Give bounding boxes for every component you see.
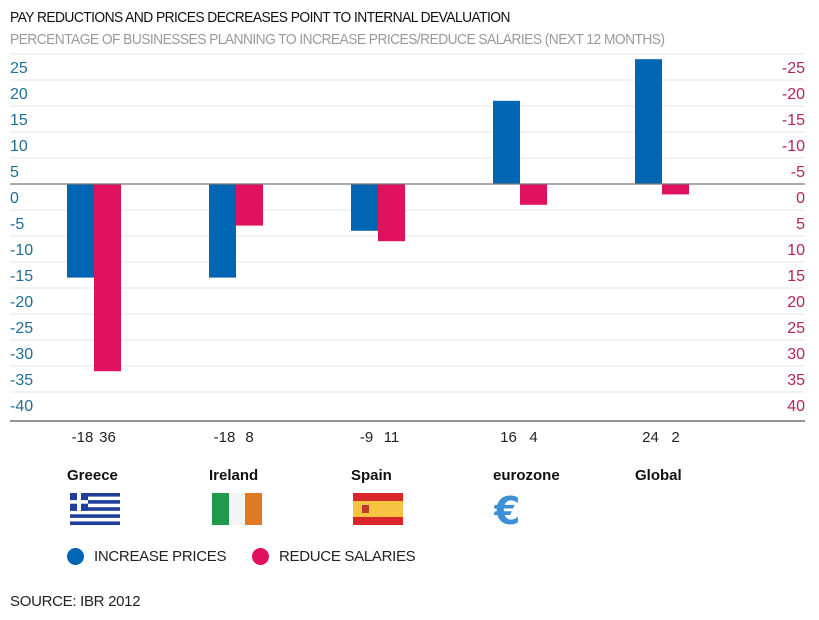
category-label-ireland: Ireland <box>209 467 259 484</box>
right-tick-label: 35 <box>787 372 805 389</box>
legend-item-increase-prices: INCREASE PRICES <box>67 548 227 565</box>
data-label-reduce: 36 <box>99 429 116 446</box>
legend-label: INCREASE PRICES <box>94 548 227 565</box>
left-tick-label: 20 <box>10 86 28 103</box>
source-note: SOURCE: IBR 2012 <box>10 593 141 610</box>
category-label-spain: Spain <box>351 467 392 484</box>
left-tick-label: -40 <box>10 398 33 415</box>
right-tick-label: -5 <box>791 164 805 181</box>
bar-increase-prices <box>493 100 520 184</box>
bar-reduce-salaries <box>520 184 547 205</box>
right-tick-label: 20 <box>787 294 805 311</box>
left-tick-label: -15 <box>10 268 33 285</box>
right-tick-label: 25 <box>787 320 805 337</box>
data-label-increase: -9 <box>360 429 373 446</box>
bar-reduce-salaries <box>662 184 689 195</box>
left-tick-label: 5 <box>10 164 19 181</box>
bar-reduce-salaries <box>94 184 121 372</box>
data-label-increase: 16 <box>500 429 517 446</box>
right-tick-label: 10 <box>787 242 805 259</box>
svg-text:€: € <box>494 493 520 525</box>
category-label-eurozone: eurozone <box>493 467 560 484</box>
left-tick-label: -10 <box>10 242 33 259</box>
data-label-reduce: 4 <box>529 429 537 446</box>
data-label-reduce: 8 <box>245 429 253 446</box>
left-tick-label: -35 <box>10 372 33 389</box>
data-label-increase: 24 <box>642 429 659 446</box>
right-tick-label: -15 <box>782 112 805 129</box>
data-label-increase: -18 <box>214 429 236 446</box>
right-tick-label: -10 <box>782 138 805 155</box>
left-tick-label: -30 <box>10 346 33 363</box>
bar-increase-prices <box>67 184 94 278</box>
data-label-increase: -18 <box>72 429 94 446</box>
category-label-greece: Greece <box>67 467 118 484</box>
legend-label: REDUCE SALARIES <box>279 548 416 565</box>
bar-reduce-salaries <box>378 184 405 242</box>
left-tick-label: 25 <box>10 60 28 77</box>
legend-item-reduce-salaries: REDUCE SALARIES <box>252 548 416 565</box>
bar-increase-prices <box>351 184 378 231</box>
right-tick-label: -25 <box>782 60 805 77</box>
left-tick-label: 10 <box>10 138 28 155</box>
legend-dot-red-icon <box>252 548 269 565</box>
right-tick-label: -20 <box>782 86 805 103</box>
euro-sign-icon: € <box>494 493 520 525</box>
right-tick-label: 0 <box>796 190 805 207</box>
left-tick-label: -25 <box>10 320 33 337</box>
bar-reduce-salaries <box>236 184 263 226</box>
right-tick-label: 15 <box>787 268 805 285</box>
right-tick-label: 30 <box>787 346 805 363</box>
chart-title: PAY REDUCTIONS AND PRICES DECREASES POIN… <box>10 9 510 26</box>
left-tick-label: 15 <box>10 112 28 129</box>
bar-increase-prices <box>209 184 236 278</box>
chart-subtitle: PERCENTAGE OF BUSINESSES PLANNING TO INC… <box>10 31 665 48</box>
bar-increase-prices <box>635 59 662 185</box>
left-tick-label: -20 <box>10 294 33 311</box>
spain-flag-icon <box>353 493 403 525</box>
left-tick-label: 0 <box>10 190 19 207</box>
right-tick-label: 5 <box>796 216 805 233</box>
ireland-flag-icon <box>212 493 262 525</box>
data-label-reduce: 2 <box>671 429 679 446</box>
greece-flag-icon <box>70 493 120 525</box>
category-label-global: Global <box>635 467 682 484</box>
data-label-reduce: 11 <box>384 429 400 446</box>
legend-dot-blue-icon <box>67 548 84 565</box>
right-tick-label: 40 <box>787 398 805 415</box>
left-tick-label: -5 <box>10 216 24 233</box>
